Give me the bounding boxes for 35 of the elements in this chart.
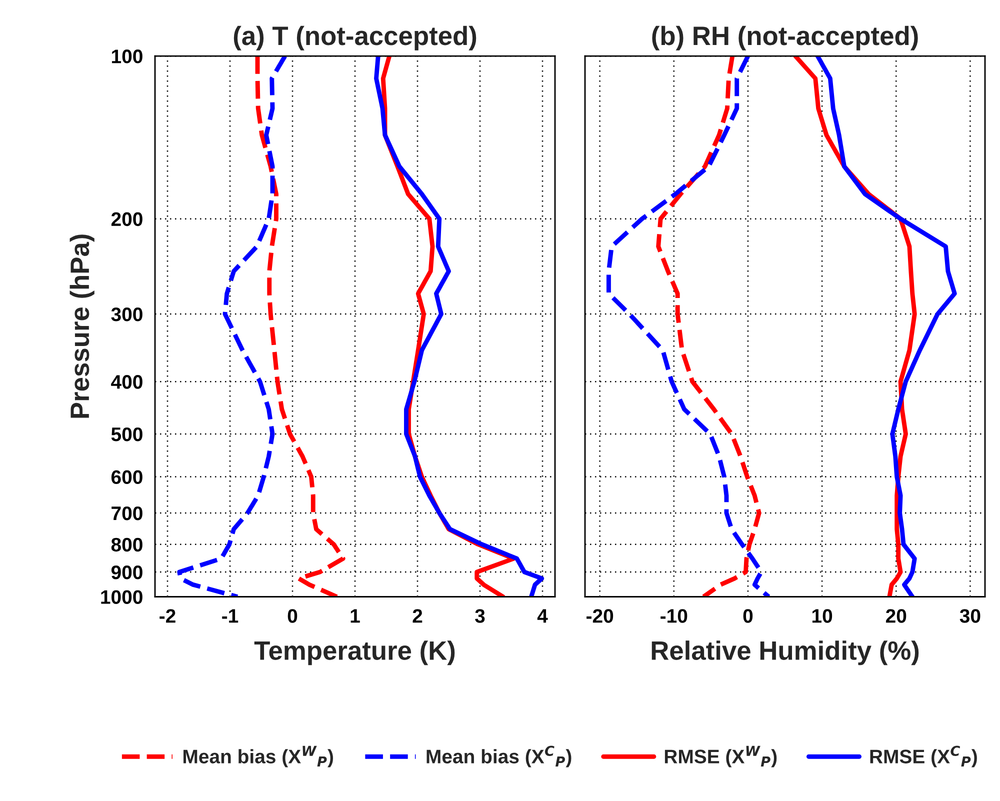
x-tick-label: -20 (586, 609, 614, 623)
line-series (255, 56, 346, 597)
x-tick-label: 20 (886, 609, 906, 623)
x-tick-label: 4 (537, 609, 548, 623)
legend-label: Mean bias (X$^{W}$$_{P}$) (184, 746, 333, 768)
line-series (177, 56, 288, 597)
x-tick-label: 10 (812, 609, 832, 623)
y-tick-label: 400 (111, 375, 142, 389)
x-tick-label: 0 (743, 609, 753, 623)
x-tick-label: 30 (960, 609, 980, 623)
y-axis-title: Pressure (hPa) (70, 234, 94, 418)
x-tick-label: 2 (412, 609, 422, 623)
legend-label: RMSE (X$^{W}$$_{P}$) (664, 746, 777, 768)
y-tick-label: 100 (112, 50, 142, 64)
x-tick-label: 1 (350, 609, 360, 623)
chart-title: (a) T (not-accepted) (234, 26, 476, 50)
line-series (374, 56, 544, 597)
legend-label: RMSE (X$^{C}$$_{P}$) (870, 746, 977, 768)
y-tick-label: 500 (111, 427, 142, 442)
y-tick-label: 1000 (101, 590, 142, 604)
x-tick-label: -10 (660, 609, 688, 623)
y-tick-label: 600 (111, 470, 142, 484)
y-tick-label: 200 (111, 212, 142, 226)
y-tick-label: 300 (111, 308, 142, 322)
legend-label: Mean bias (X$^{C}$$_{P}$) (426, 746, 572, 768)
y-tick-label: 800 (111, 538, 142, 552)
y-tick-label: 700 (112, 506, 142, 520)
x-tick-label: -2 (160, 609, 176, 623)
x-tick-label: 0 (288, 609, 298, 623)
x-tick-label: 3 (475, 609, 485, 623)
x-axis-title: Relative Humidity (%) (652, 640, 919, 666)
x-axis-title: Temperature (K) (254, 640, 455, 666)
y-tick-label: 900 (111, 565, 142, 580)
x-tick-label: -1 (222, 609, 238, 623)
chart-title: (b) RH (not-accepted) (652, 26, 918, 50)
